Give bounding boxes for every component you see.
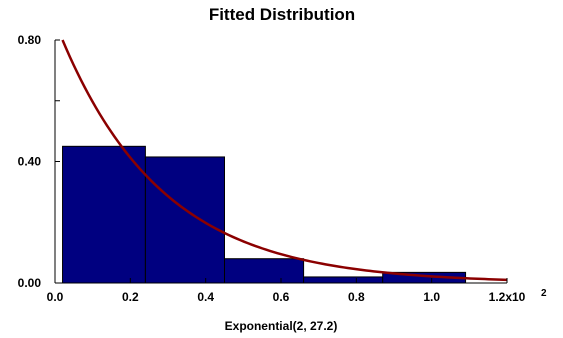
x-tick-label: 0.6 <box>273 290 290 304</box>
histogram-bar-4 <box>303 276 384 284</box>
y-tick-label: 0.00 <box>18 276 42 290</box>
y-tick-label: 0.40 <box>18 155 42 169</box>
y-axis-ticks: 0.00 0.40 0.80 <box>18 33 60 290</box>
x-tick-label: 0.8 <box>348 290 365 304</box>
x-tick-label: 0.0 <box>47 290 64 304</box>
fitted-curve <box>61 39 508 282</box>
x-tick-label: 1.2x10 <box>489 290 526 304</box>
x-tick-label: 0.2 <box>122 290 139 304</box>
chart-title: Fitted Distribution <box>209 5 355 24</box>
histogram-bar-2 <box>144 156 225 284</box>
x-axis-ticks: 0.0 0.2 0.4 0.6 0.8 1.0 1.2x10 <box>47 278 526 304</box>
x-tick-label: 0.4 <box>197 290 214 304</box>
histogram-bar-3 <box>224 258 305 284</box>
histogram-bar-1 <box>62 145 146 284</box>
x-tick-label: 1.0 <box>423 290 440 304</box>
histogram-bars <box>62 145 467 284</box>
y-tick-label: 0.80 <box>18 33 42 47</box>
x-axis-exponent: 2 <box>541 288 547 299</box>
x-axis-label: Exponential(2, 27.2) <box>225 319 338 333</box>
fitted-curve-group <box>61 39 508 282</box>
